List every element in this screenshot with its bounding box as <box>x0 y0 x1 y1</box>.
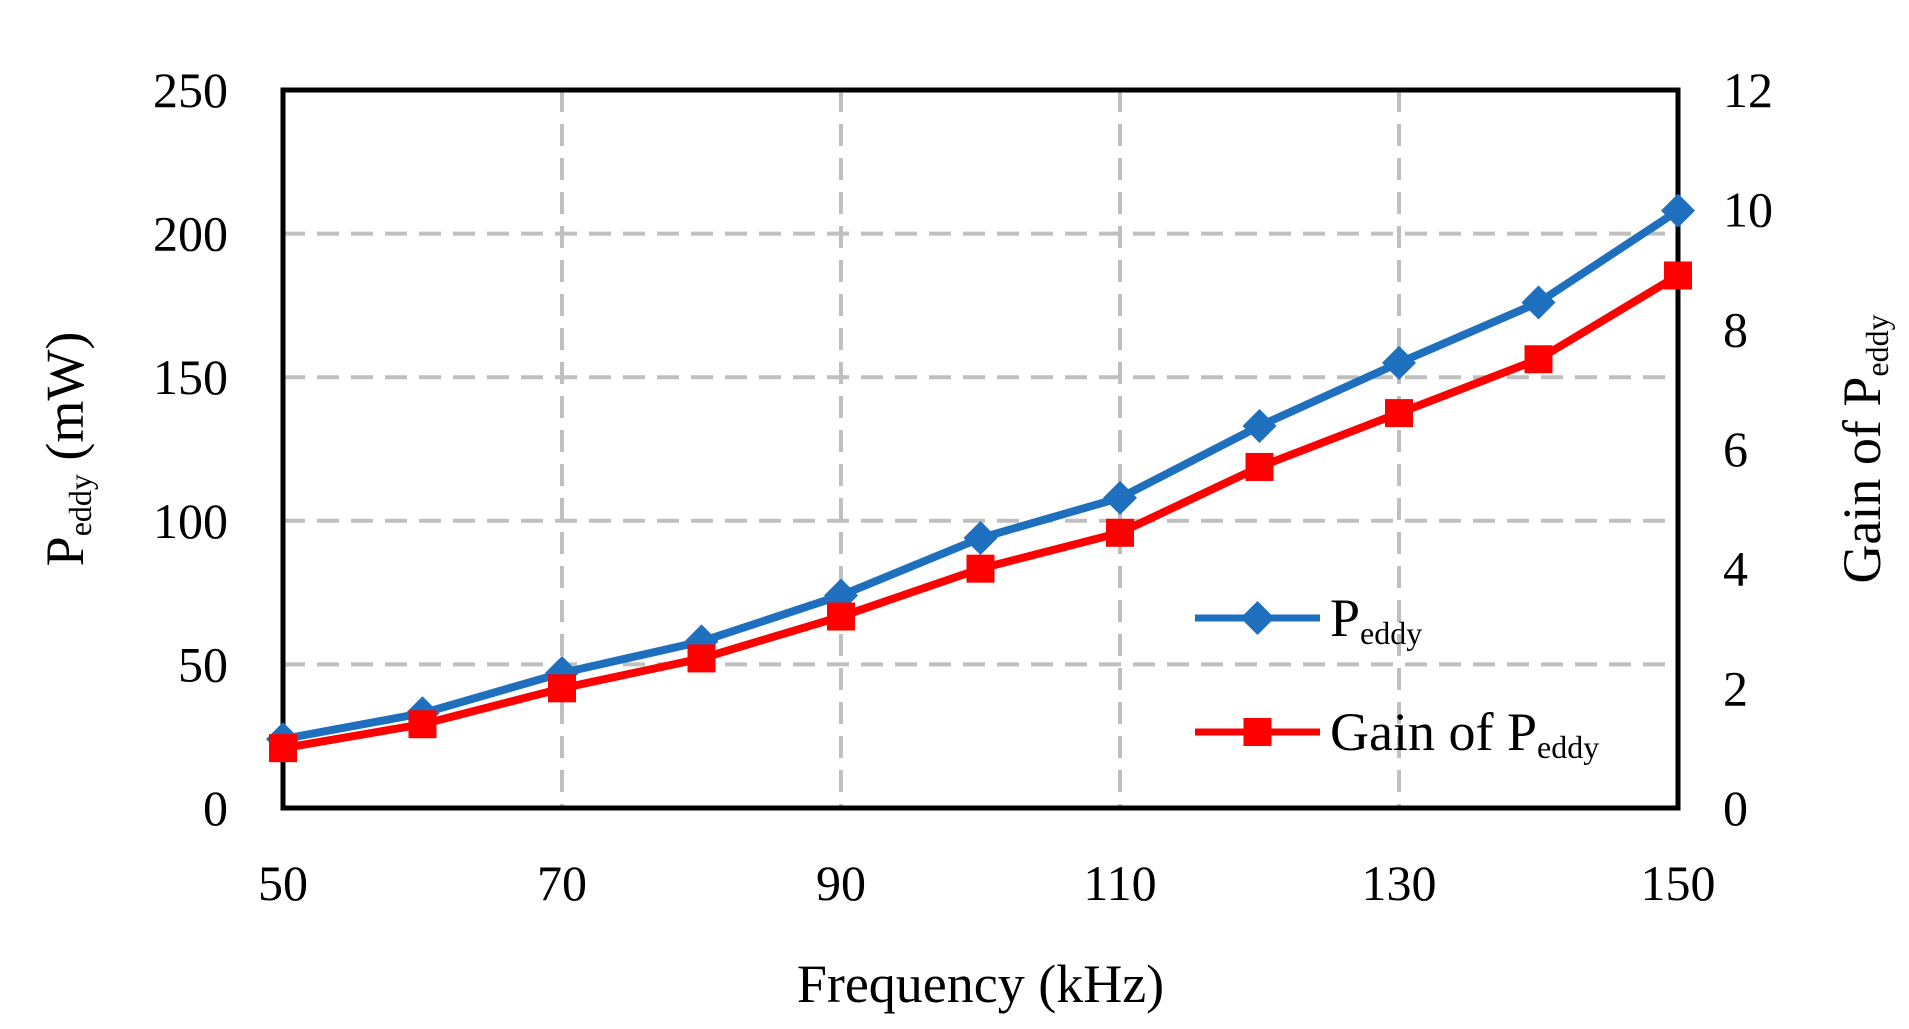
series-p-eddy <box>266 193 1695 757</box>
series-group <box>266 193 1695 763</box>
legend-label-p-eddy: Peddy <box>1330 588 1422 651</box>
plot-area-frame <box>280 87 1681 811</box>
y-left-tick-label: 200 <box>153 206 228 262</box>
legend-marker-diamond <box>1240 601 1275 635</box>
y-right-title-main: Gain of P <box>1832 377 1892 584</box>
y-left-tick-label: 50 <box>178 636 228 692</box>
y-left-title-unit: (mW) <box>35 332 95 474</box>
legend-label-gain-main: Gain of P <box>1330 702 1537 762</box>
y-left-tick-label: 250 <box>153 62 228 118</box>
legend-label-gain: Gain of Peddy <box>1330 702 1599 765</box>
x-tick-label: 90 <box>816 855 866 911</box>
x-tick-label: 150 <box>1641 855 1716 911</box>
data-point-diamond <box>1103 480 1137 515</box>
data-point-square <box>408 710 437 739</box>
legend-marker-square <box>1243 718 1272 746</box>
series-gain-of-p-eddy <box>269 261 1692 763</box>
data-point-square <box>1106 518 1134 547</box>
y-left-title-sub: eddy <box>62 474 98 536</box>
data-point-diamond <box>1242 409 1277 444</box>
legend-item-gain: Gain of Peddy <box>1195 702 1599 765</box>
data-point-square <box>966 554 995 583</box>
series-line <box>282 207 1681 744</box>
x-tick-label: 130 <box>1362 855 1437 911</box>
y-right-tick-label: 6 <box>1723 421 1748 477</box>
data-point-square <box>687 644 716 673</box>
y-right-tick-labels: 0 2 4 6 8 10 12 <box>1723 62 1773 836</box>
y-right-tick-label: 0 <box>1723 780 1748 836</box>
y-left-tick-labels: 0 50 100 150 200 250 <box>153 62 228 836</box>
grid <box>283 90 1678 808</box>
y-right-tick-label: 4 <box>1723 541 1748 597</box>
data-point-diamond <box>1661 193 1695 228</box>
x-axis-tick-labels: 50 70 90 110 130 150 <box>258 855 1716 911</box>
legend-item-p-eddy: Peddy <box>1195 588 1422 651</box>
y-left-tick-label: 0 <box>203 780 228 836</box>
series-line <box>282 272 1681 753</box>
y-left-tick-label: 150 <box>153 349 228 405</box>
y-left-axis-title: Peddy (mW) <box>35 332 98 567</box>
x-tick-label: 50 <box>258 855 308 911</box>
data-point-square <box>1524 345 1553 374</box>
y-right-axis-title: Gain of Peddy <box>1832 314 1895 583</box>
legend: Peddy Gain of Peddy <box>1195 588 1599 765</box>
y-right-tick-label: 2 <box>1723 660 1748 716</box>
y-right-tick-label: 10 <box>1723 182 1773 238</box>
x-axis-title: Frequency (kHz) <box>797 954 1164 1014</box>
x-tick-label: 110 <box>1083 855 1156 911</box>
data-point-diamond <box>1382 345 1416 380</box>
data-point-square <box>1664 261 1692 290</box>
y-right-tick-label: 8 <box>1723 301 1748 357</box>
y-right-tick-label: 12 <box>1723 62 1773 118</box>
data-point-square <box>269 734 297 763</box>
data-point-square <box>827 602 855 631</box>
data-point-square <box>548 674 576 703</box>
data-point-diamond <box>963 521 998 556</box>
y-right-title-sub: eddy <box>1859 314 1895 376</box>
y-left-tick-label: 100 <box>153 493 228 549</box>
data-point-diamond <box>1521 285 1556 320</box>
legend-label-p-eddy-sub: eddy <box>1360 615 1422 651</box>
y-left-title-main: P <box>35 536 95 566</box>
data-point-square <box>1245 452 1274 481</box>
legend-label-p-eddy-main: P <box>1330 588 1360 648</box>
data-point-square <box>1385 399 1413 428</box>
x-tick-label: 70 <box>537 855 587 911</box>
legend-label-gain-sub: eddy <box>1537 729 1599 765</box>
